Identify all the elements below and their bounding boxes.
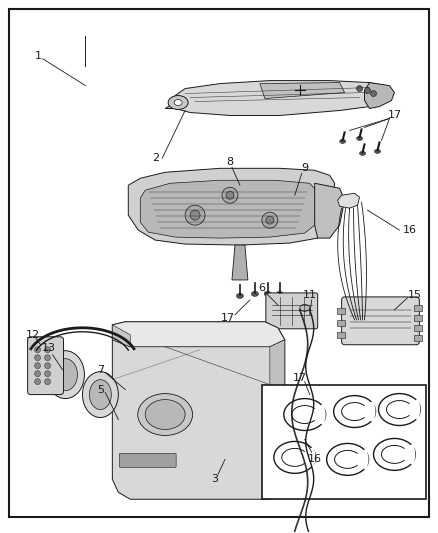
Polygon shape xyxy=(128,168,335,245)
Polygon shape xyxy=(270,340,285,489)
Text: 16: 16 xyxy=(403,225,417,235)
Circle shape xyxy=(35,347,41,353)
Circle shape xyxy=(364,87,371,94)
Circle shape xyxy=(45,347,50,353)
Polygon shape xyxy=(314,183,345,238)
Ellipse shape xyxy=(46,351,85,399)
Ellipse shape xyxy=(381,446,407,463)
Ellipse shape xyxy=(342,402,367,421)
Circle shape xyxy=(35,362,41,369)
FancyBboxPatch shape xyxy=(119,454,176,467)
Circle shape xyxy=(357,86,363,92)
Ellipse shape xyxy=(89,379,111,409)
Text: 7: 7 xyxy=(97,365,104,375)
Text: 5: 5 xyxy=(97,385,104,394)
Circle shape xyxy=(35,370,41,377)
Ellipse shape xyxy=(292,406,318,424)
Wedge shape xyxy=(355,401,375,422)
Ellipse shape xyxy=(378,393,420,425)
Circle shape xyxy=(45,370,50,377)
Text: 3: 3 xyxy=(212,474,219,484)
Text: 8: 8 xyxy=(226,157,233,167)
Text: 16: 16 xyxy=(308,455,321,464)
Ellipse shape xyxy=(386,401,413,418)
Ellipse shape xyxy=(265,292,271,296)
Polygon shape xyxy=(232,245,248,280)
Ellipse shape xyxy=(145,400,185,430)
Circle shape xyxy=(226,191,234,199)
Wedge shape xyxy=(295,447,316,468)
Ellipse shape xyxy=(274,441,316,473)
Ellipse shape xyxy=(360,151,366,155)
Ellipse shape xyxy=(282,448,308,466)
Text: 17: 17 xyxy=(221,313,235,323)
Ellipse shape xyxy=(374,149,381,154)
Bar xyxy=(414,325,422,331)
Bar xyxy=(262,385,426,499)
FancyBboxPatch shape xyxy=(342,297,419,345)
Text: 9: 9 xyxy=(301,163,308,173)
Text: 13: 13 xyxy=(42,343,56,353)
FancyBboxPatch shape xyxy=(266,293,318,329)
Circle shape xyxy=(222,187,238,203)
Circle shape xyxy=(45,378,50,385)
Ellipse shape xyxy=(237,293,244,298)
Polygon shape xyxy=(112,322,285,347)
Bar xyxy=(414,305,422,311)
Circle shape xyxy=(45,362,50,369)
Ellipse shape xyxy=(82,372,118,417)
Bar xyxy=(414,335,422,341)
Ellipse shape xyxy=(300,304,310,311)
Wedge shape xyxy=(348,449,368,470)
Bar xyxy=(337,308,345,314)
Circle shape xyxy=(262,212,278,228)
Ellipse shape xyxy=(339,140,346,143)
Circle shape xyxy=(371,91,377,96)
Ellipse shape xyxy=(335,450,360,469)
Text: 6: 6 xyxy=(258,283,265,293)
Text: 17: 17 xyxy=(293,373,307,383)
Text: 15: 15 xyxy=(407,290,421,300)
Polygon shape xyxy=(338,193,360,208)
Ellipse shape xyxy=(276,292,283,296)
Text: 2: 2 xyxy=(152,154,159,163)
Ellipse shape xyxy=(53,359,78,391)
Ellipse shape xyxy=(327,443,368,475)
Polygon shape xyxy=(112,322,285,499)
Polygon shape xyxy=(112,325,130,347)
Ellipse shape xyxy=(168,95,188,109)
Circle shape xyxy=(45,355,50,361)
Bar xyxy=(414,315,422,321)
Ellipse shape xyxy=(374,439,415,470)
Circle shape xyxy=(185,205,205,225)
Polygon shape xyxy=(140,180,318,238)
Polygon shape xyxy=(364,83,395,109)
Ellipse shape xyxy=(284,399,326,431)
Ellipse shape xyxy=(251,292,258,296)
Ellipse shape xyxy=(174,100,182,106)
Polygon shape xyxy=(260,83,345,99)
Bar xyxy=(337,332,345,338)
Polygon shape xyxy=(165,80,389,116)
Ellipse shape xyxy=(357,136,363,140)
FancyBboxPatch shape xyxy=(28,337,64,394)
Text: 1: 1 xyxy=(35,51,42,61)
Circle shape xyxy=(266,216,274,224)
Ellipse shape xyxy=(334,395,375,427)
Text: 17: 17 xyxy=(387,110,402,120)
Bar xyxy=(337,320,345,326)
Wedge shape xyxy=(395,444,415,465)
Circle shape xyxy=(190,210,200,220)
Circle shape xyxy=(35,355,41,361)
Ellipse shape xyxy=(138,393,193,435)
Wedge shape xyxy=(305,404,326,425)
Text: 11: 11 xyxy=(303,290,317,300)
Text: 12: 12 xyxy=(25,330,40,340)
Circle shape xyxy=(35,378,41,385)
Wedge shape xyxy=(399,399,420,420)
